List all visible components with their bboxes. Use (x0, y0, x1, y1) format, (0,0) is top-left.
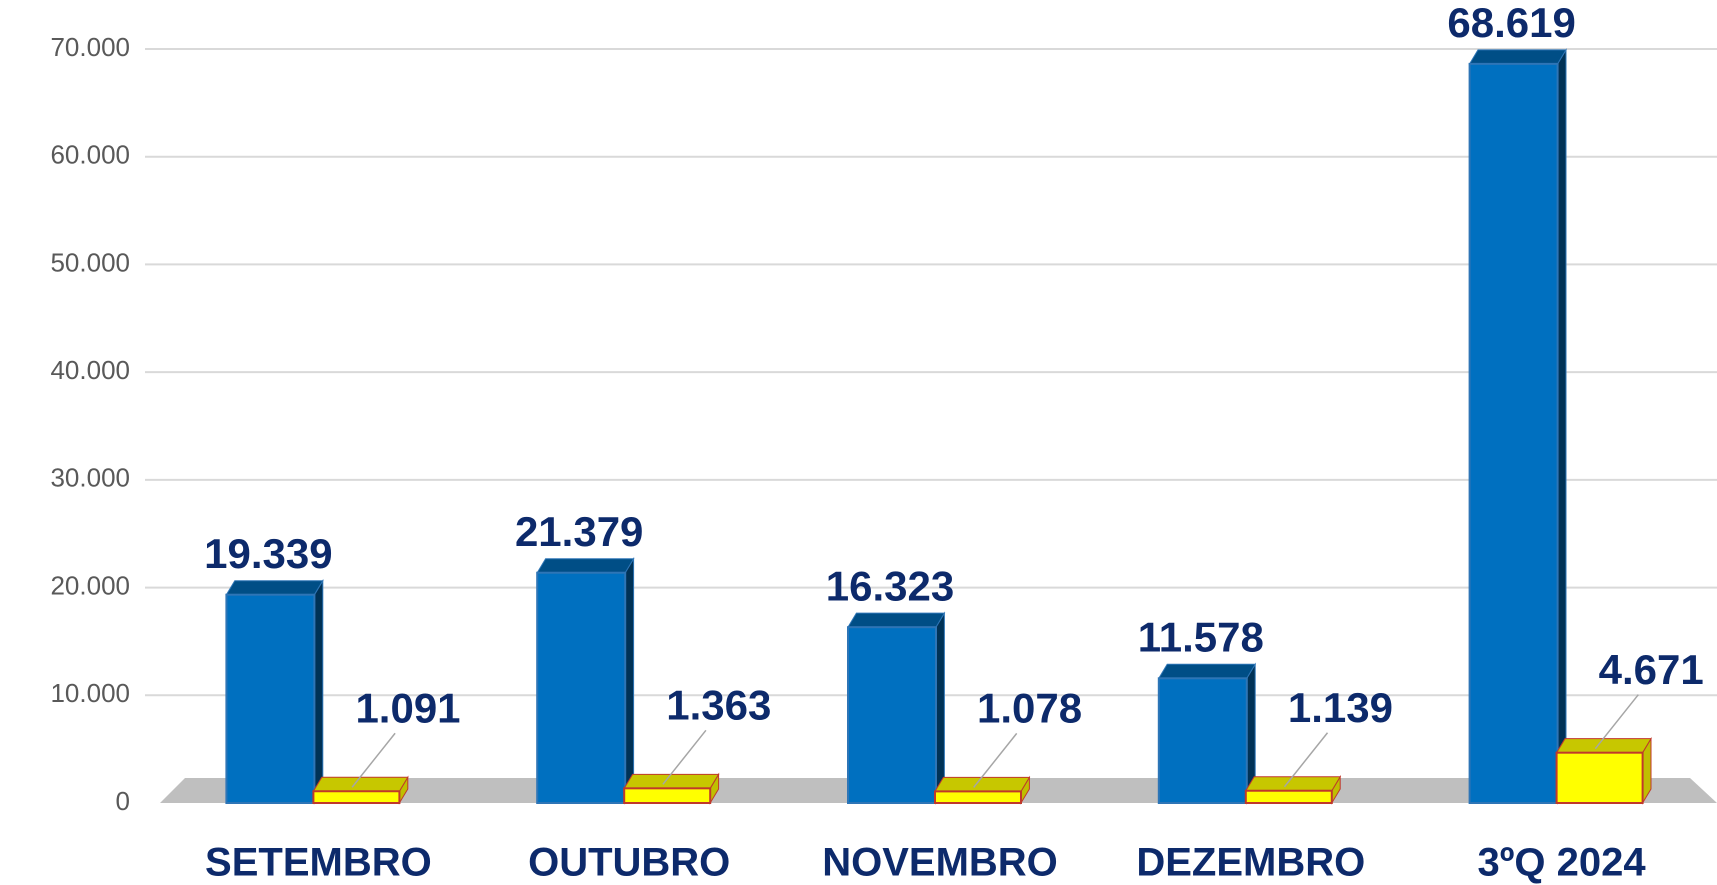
bar-top (312, 776, 409, 792)
y-tick-label: 0 (116, 786, 130, 816)
y-tick-label: 40.000 (50, 355, 130, 385)
bar (934, 790, 1022, 805)
x-tick-label: OUTUBRO (528, 841, 730, 885)
x-tick-label: DEZEMBRO (1136, 841, 1365, 885)
value-label: 16.323 (826, 562, 954, 609)
bar (312, 790, 401, 804)
leader-line (1594, 694, 1639, 750)
value-label: 1.363 (666, 681, 771, 728)
leader-line (973, 732, 1018, 788)
value-label: 1.091 (355, 684, 460, 731)
bar-top (1157, 663, 1257, 679)
bar (1157, 677, 1248, 804)
y-tick-label: 50.000 (50, 247, 130, 277)
bar (1555, 751, 1644, 804)
bar-top (225, 580, 324, 596)
y-tick-label: 60.000 (50, 140, 130, 170)
value-label: 1.078 (977, 684, 1082, 731)
bar-top (847, 612, 946, 628)
leader-line (351, 732, 396, 788)
y-tick-label: 70.000 (50, 32, 130, 62)
value-label: 19.339 (204, 530, 332, 577)
bar (847, 626, 937, 804)
bar-side (1557, 48, 1567, 805)
leader-line (662, 729, 707, 785)
x-tick-label: NOVEMBRO (822, 841, 1058, 885)
y-tick-label: 10.000 (50, 678, 130, 708)
bar (536, 571, 627, 805)
bar (623, 787, 712, 804)
bar-top (1468, 49, 1567, 65)
value-label: 68.619 (1447, 0, 1575, 46)
value-label: 21.379 (515, 508, 643, 555)
bar-top (623, 773, 720, 789)
value-label: 1.139 (1288, 684, 1393, 731)
bar-side (935, 611, 945, 805)
bar (225, 593, 316, 804)
x-tick-label: SETEMBRO (205, 841, 432, 885)
x-tick-label: 3ºQ 2024 (1478, 841, 1647, 885)
bar-side (313, 578, 324, 805)
bar-top (1244, 776, 1342, 792)
bar-top (536, 558, 635, 574)
y-tick-label: 30.000 (50, 463, 130, 493)
leader-line (1283, 732, 1329, 788)
bar-top (934, 776, 1031, 792)
y-tick-label: 20.000 (50, 570, 130, 600)
value-label: 4.671 (1599, 646, 1704, 693)
bar (1468, 62, 1559, 804)
bar (1244, 789, 1333, 804)
value-label: 11.578 (1138, 613, 1264, 660)
bar-side (624, 556, 635, 805)
bar-top (1555, 738, 1652, 754)
